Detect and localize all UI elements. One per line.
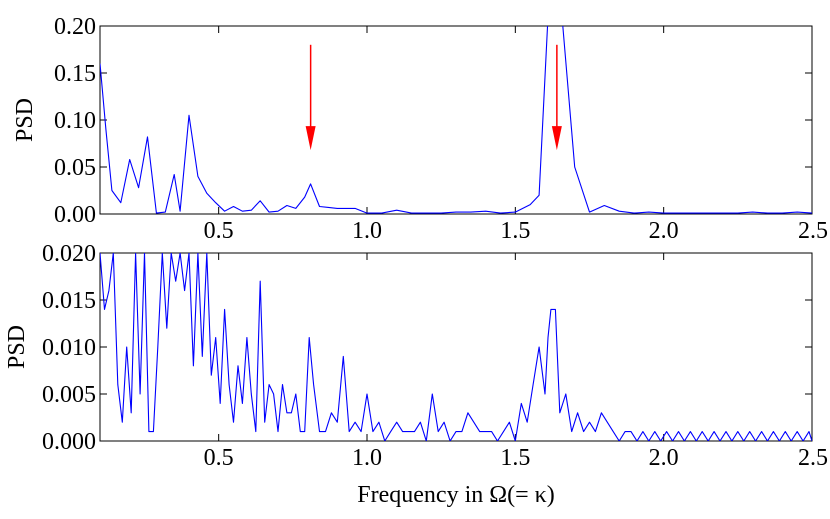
top-x-ticks: 0.5 1.0 1.5 2.0 2.5 <box>204 26 828 244</box>
bot-xtick-label: 0.5 <box>204 445 234 471</box>
bot-xtick-label: 1.5 <box>500 445 530 471</box>
arrow-head-1 <box>305 126 316 151</box>
top-plot-area <box>100 26 812 214</box>
top-panel: 0.00 0.05 0.10 0.15 0.20 0.5 1.0 1.5 2.0 2.5 PSD <box>12 14 828 244</box>
bot-xtick-label: 2.5 <box>798 445 828 471</box>
top-ytick-label: 0.15 <box>54 61 96 87</box>
bottom-panel: 0.000 0.005 0.010 0.015 0.020 0.5 1.0 1.5 2.0 2.… <box>4 241 828 508</box>
top-y-axis-label: PSD <box>12 98 38 142</box>
bot-xtick-label: 2.0 <box>649 445 679 471</box>
top-xtick-label: 2.5 <box>798 218 828 244</box>
bot-psd-line <box>100 253 812 441</box>
bottom-y-axis-label: PSD <box>4 325 30 369</box>
top-plot-frame <box>99 25 813 215</box>
bottom-plot-frame <box>99 252 813 442</box>
bottom-x-ticks: 0.5 1.0 1.5 2.0 2.5 <box>204 253 828 471</box>
top-ytick-label: 0.05 <box>54 155 96 181</box>
bottom-plot-area <box>100 253 812 441</box>
bottom-x-axis-label: Frequency in Ω(= κ) <box>357 482 554 508</box>
bot-ytick-label: 0.005 <box>42 382 96 408</box>
bot-ytick-label: 0.000 <box>42 429 96 455</box>
top-annotations <box>305 44 562 151</box>
bot-ytick-label: 0.015 <box>42 288 96 314</box>
top-xtick-label: 1.5 <box>500 218 530 244</box>
bot-ytick-label: 0.010 <box>42 335 96 361</box>
top-xtick-label: 1.0 <box>352 218 382 244</box>
top-ytick-label: 0.20 <box>54 14 96 40</box>
top-xtick-label: 2.0 <box>649 218 679 244</box>
top-psd-line <box>100 26 812 214</box>
bot-ytick-label: 0.020 <box>42 241 96 267</box>
top-ytick-label: 0.10 <box>54 108 96 134</box>
top-y-ticks: 0.00 0.05 0.10 0.15 0.20 <box>54 14 812 228</box>
bot-xtick-label: 1.0 <box>352 445 382 471</box>
top-xtick-label: 0.5 <box>204 218 234 244</box>
arrow-head-2 <box>551 126 562 151</box>
top-ytick-label: 0.00 <box>54 202 96 228</box>
bottom-y-ticks: 0.000 0.005 0.010 0.015 0.020 <box>42 241 812 455</box>
